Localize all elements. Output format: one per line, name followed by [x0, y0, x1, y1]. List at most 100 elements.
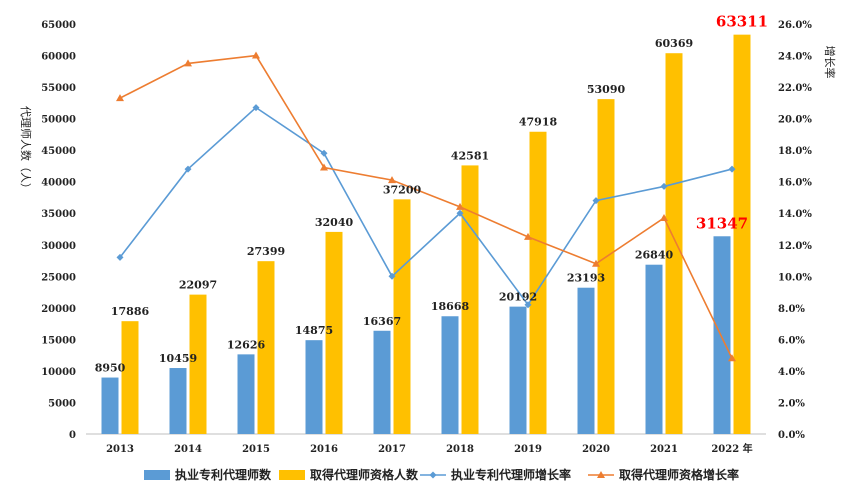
bar-qualified-agents	[665, 53, 683, 434]
line-marker-triangle	[660, 213, 668, 221]
y2-tick-label: 6.0%	[778, 335, 805, 346]
data-label: 42581	[451, 149, 489, 162]
line-marker-diamond	[592, 197, 600, 205]
y-tick-label: 35000	[41, 209, 76, 220]
bar-practicing-agents	[373, 330, 391, 434]
legend-label: 取得代理师资格增长率	[619, 467, 739, 482]
bar-practicing-agents	[101, 377, 119, 434]
y2-tick-label: 2.0%	[778, 398, 805, 409]
line-marker-triangle	[456, 202, 464, 210]
y-tick-label: 5000	[48, 398, 76, 409]
line-marker-triangle	[320, 163, 328, 171]
legend: 执业专利代理师数 取得代理师资格人数 执业专利代理师增长率 取得代理师资格增长率	[144, 467, 739, 482]
x-tick-label: 2013	[106, 444, 134, 455]
line-marker-triangle	[116, 94, 124, 102]
line-marker-triangle	[388, 176, 396, 184]
bar-qualified-agents	[393, 199, 411, 434]
data-label: 20192	[499, 291, 537, 304]
bar-practicing-agents	[305, 340, 323, 434]
y-tick-label: 10000	[41, 367, 76, 378]
line-marker-diamond	[252, 104, 260, 112]
y2-axis-title: 增长率	[823, 46, 837, 79]
line-marker-diamond	[660, 182, 668, 190]
x-tick-label: 2022 年	[711, 442, 752, 455]
line-marker-diamond	[388, 272, 396, 280]
y2-tick-label: 24.0%	[778, 52, 812, 63]
data-label: 47918	[519, 116, 558, 129]
x-tick-label: 2017	[378, 444, 406, 455]
data-label: 12626	[227, 338, 266, 351]
data-label: 17886	[111, 305, 150, 318]
legend-marker-diamond	[429, 471, 437, 479]
y-tick-label: 55000	[41, 83, 76, 94]
line-marker-triangle	[252, 51, 260, 59]
data-label: 60369	[655, 37, 693, 50]
y-tick-label: 50000	[41, 115, 76, 126]
bar-qualified-agents	[121, 321, 139, 434]
data-label: 27399	[247, 245, 285, 258]
y2-tick-label: 0.0%	[778, 430, 805, 441]
bar-series	[101, 34, 751, 435]
y2-tick-label: 12.0%	[778, 241, 812, 252]
y2-tick-label: 18.0%	[778, 146, 812, 157]
y-tick-label: 0	[69, 430, 76, 441]
data-label: 14875	[295, 324, 333, 337]
x-tick-label: 2019	[514, 444, 542, 455]
line-marker-triangle	[184, 59, 192, 67]
x-axis: 2013 2014 2015 2016 2017 2018 2019 2020 2021 2022…	[86, 433, 766, 455]
y2-tick-label: 4.0%	[778, 367, 805, 378]
data-label: 10459	[159, 352, 197, 365]
line-practicing-growth	[119, 106, 733, 307]
right-axis: 0.0% 2.0% 4.0% 6.0% 8.0% 10.0% 12.0% 14.0% 16.0%…	[778, 20, 812, 441]
bar-qualified-agents	[733, 34, 751, 435]
line-marker-diamond	[728, 165, 736, 173]
line-marker-triangle	[592, 259, 600, 267]
y2-tick-label: 26.0%	[778, 20, 812, 31]
legend-marker-triangle	[597, 471, 605, 478]
data-label: 37200	[383, 183, 422, 196]
bar-practicing-agents	[441, 316, 459, 434]
bar-qualified-agents	[325, 231, 343, 434]
line-marker-diamond	[524, 301, 532, 309]
y2-tick-label: 20.0%	[778, 115, 812, 126]
y-tick-label: 45000	[41, 146, 76, 157]
y2-tick-label: 16.0%	[778, 178, 812, 189]
data-label: 32040	[315, 216, 354, 229]
x-tick-label: 2015	[242, 444, 270, 455]
data-label: 53090	[587, 83, 626, 96]
x-tick-label: 2020	[582, 444, 610, 455]
data-label: 18668	[431, 300, 470, 313]
x-tick-label: 2014	[174, 444, 202, 455]
bar-qualified-agents	[189, 294, 207, 434]
y-tick-label: 60000	[41, 52, 76, 63]
y-tick-label: 20000	[41, 304, 76, 315]
data-label: 8950	[95, 362, 126, 375]
y-tick-label: 15000	[41, 335, 76, 346]
line-marker-triangle	[728, 354, 736, 362]
bar-qualified-agents	[529, 131, 547, 435]
legend-label: 取得代理师资格人数	[310, 467, 419, 482]
bar-practicing-agents	[713, 236, 731, 434]
y2-tick-label: 14.0%	[778, 209, 812, 220]
y-tick-label: 30000	[41, 241, 76, 252]
line-marker-diamond	[184, 165, 192, 173]
bar-practicing-agents	[645, 264, 663, 434]
data-label: 26840	[635, 249, 674, 262]
y2-tick-label: 22.0%	[778, 83, 812, 94]
legend-swatch-bar	[144, 470, 170, 480]
x-tick-label: 2018	[446, 444, 474, 455]
data-label: 22097	[179, 279, 217, 292]
line-marker-triangle	[524, 232, 532, 240]
line-marker-diamond	[320, 149, 328, 157]
bar-practicing-agents	[509, 306, 527, 434]
data-label: 63311	[716, 13, 768, 31]
y-tick-label: 40000	[41, 178, 76, 189]
legend-label: 执业专利代理师增长率	[451, 467, 571, 482]
bar-practicing-agents	[169, 368, 187, 434]
legend-swatch-bar	[279, 470, 305, 480]
data-label: 16367	[363, 315, 401, 328]
bar-qualified-agents	[597, 99, 615, 434]
left-axis: 0 5000 10000 15000 20000 25000 30000 35000 40000…	[41, 20, 76, 441]
bar-practicing-agents	[577, 287, 595, 434]
